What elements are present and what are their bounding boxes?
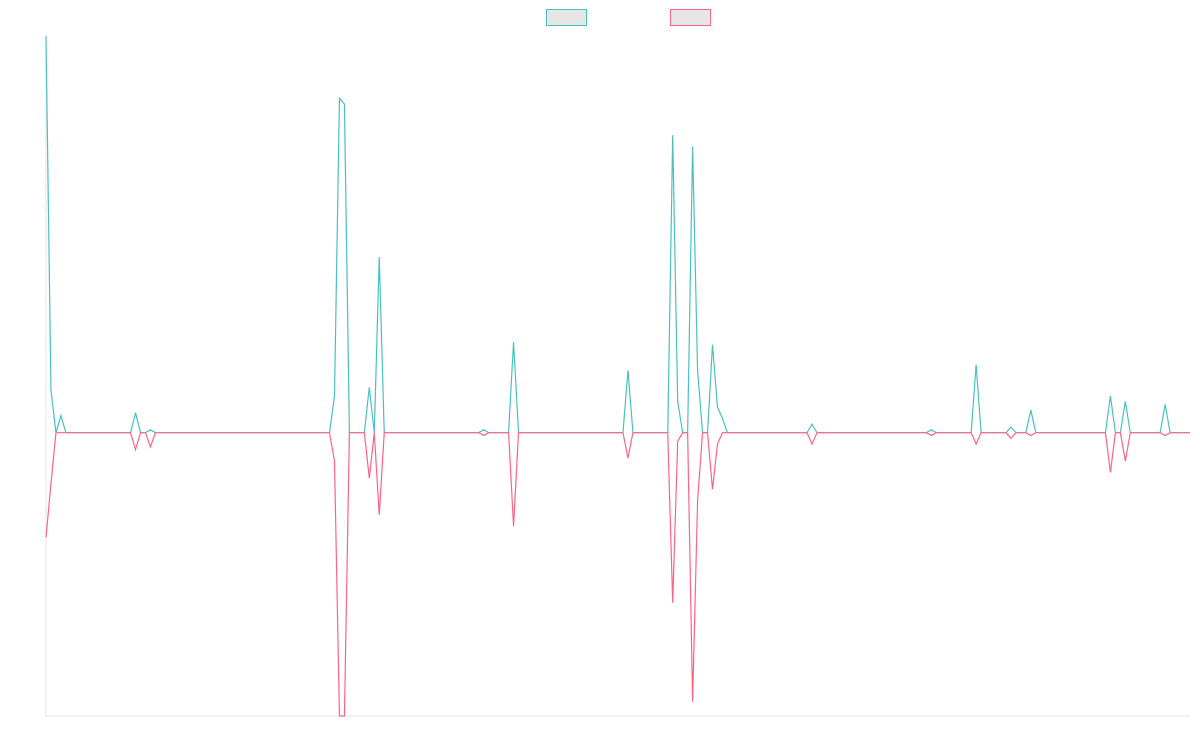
series-line <box>45 35 1190 434</box>
legend-swatch[interactable] <box>546 9 587 26</box>
legend-swatch[interactable] <box>670 9 711 26</box>
series-line <box>45 432 1190 717</box>
